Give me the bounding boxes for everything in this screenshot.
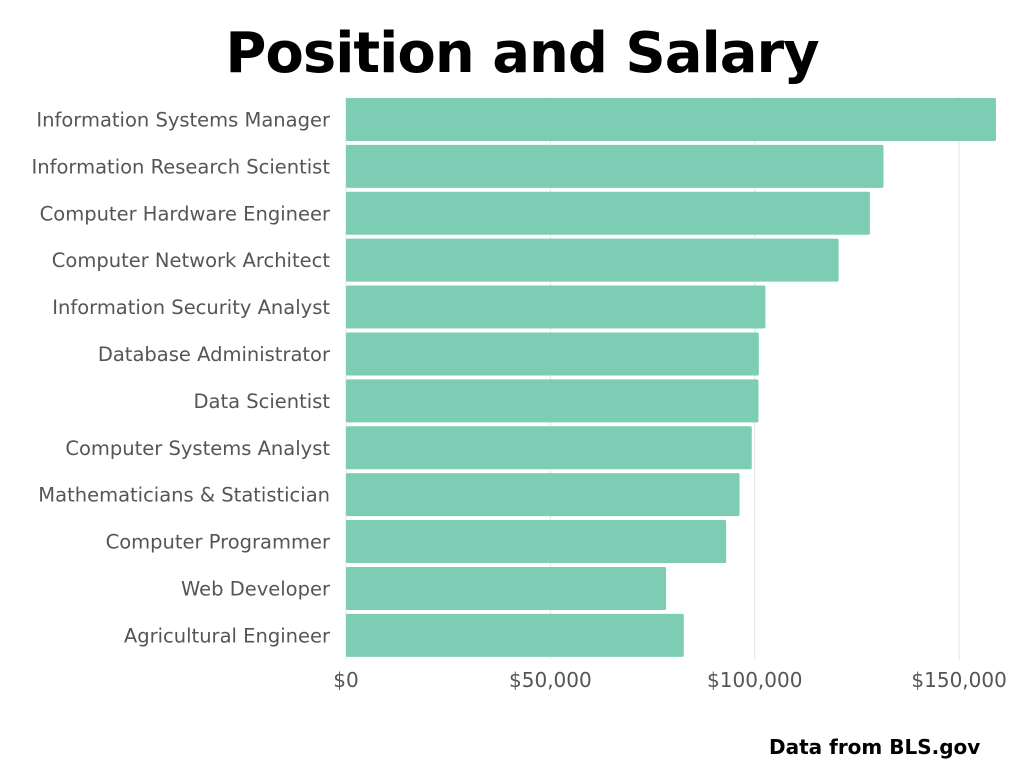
x-axis-ticks: $0 $50,000 $100,000 $150,000 [333,668,1007,692]
x-tick-label: $100,000 [707,668,802,692]
bars [346,97,996,657]
category-label: Database Administrator [98,343,331,366]
category-label: Information Security Analyst [52,296,330,319]
x-tick-label: $50,000 [509,668,592,692]
category-label: Web Developer [181,577,331,600]
x-tick-label: $0 [333,668,358,692]
category-label: Data Scientist [194,390,331,413]
source-note: Data from BLS.gov [769,735,981,759]
gridlines [345,97,960,660]
bar [346,473,740,517]
category-labels: Information Systems Manager Information R… [32,108,331,647]
bar [346,426,752,470]
category-label: Computer Programmer [106,531,331,554]
category-label: Computer Hardware Engineer [40,202,331,225]
bar [346,97,996,141]
bar [346,191,870,235]
bar [346,285,766,329]
bar [346,520,727,564]
category-label: Information Research Scientist [32,155,331,178]
bar [346,566,667,610]
x-tick-label: $150,000 [911,668,1006,692]
category-label: Information Systems Manager [36,108,331,131]
category-label: Agricultural Engineer [124,624,331,647]
bar [346,144,884,188]
bar [346,332,759,376]
bar [346,613,684,657]
chart-title: Position and Salary [225,21,819,86]
category-label: Computer Systems Analyst [65,437,330,460]
bar [346,379,759,423]
category-label: Mathematicians & Statistician [38,484,330,507]
bar [346,238,839,282]
category-label: Computer Network Architect [52,249,331,272]
